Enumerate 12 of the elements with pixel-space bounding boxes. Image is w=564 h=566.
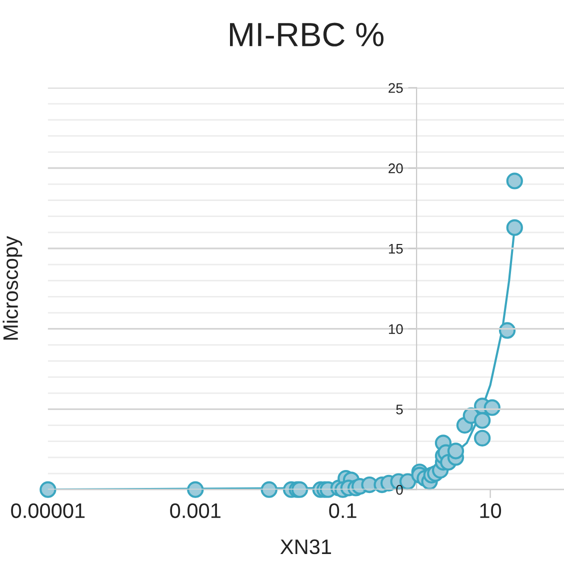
x-axis-title: XN31 <box>280 539 332 554</box>
x-tick-label: 0.00001 <box>11 503 85 518</box>
y-tick-label: 20 <box>388 163 403 174</box>
x-tick-label: 0.1 <box>329 503 356 518</box>
x-tick-label: 10 <box>480 503 502 518</box>
y-tick-label: 25 <box>388 83 403 93</box>
y-tick-label: 5 <box>396 404 403 414</box>
y-tick-label: 10 <box>388 324 403 334</box>
chart-title: MI-RBC % <box>230 22 384 46</box>
x-tick-label: 0.001 <box>170 503 220 518</box>
y-tick-label: 15 <box>388 244 403 254</box>
y-axis-title: Microscopy <box>2 236 22 340</box>
